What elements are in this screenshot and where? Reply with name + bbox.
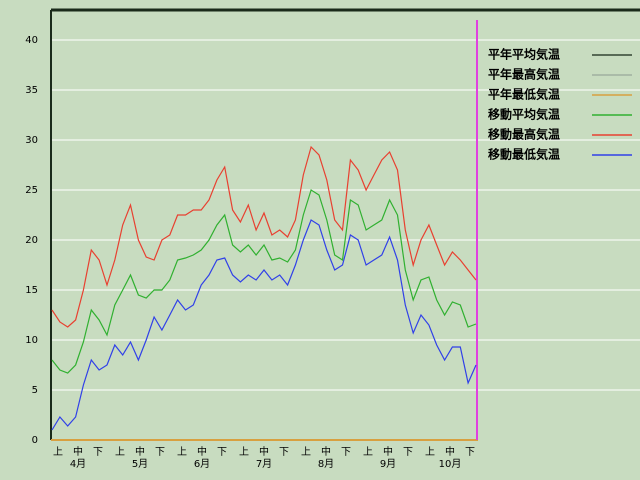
x-tick-label: 中 — [383, 445, 393, 458]
series-line — [51, 219, 477, 431]
month-label: 5月 — [132, 458, 148, 470]
x-tick-label: 上 — [239, 446, 249, 458]
month-label: 7月 — [256, 458, 272, 470]
x-tick-label: 上 — [115, 446, 125, 458]
y-tick-label: 40 — [25, 35, 38, 46]
legend-label: 平年最高気温 — [488, 67, 560, 82]
x-tick-label: 上 — [177, 446, 187, 458]
x-tick-label: 下 — [465, 447, 475, 458]
x-tick-label: 中 — [197, 445, 207, 458]
month-label: 4月 — [70, 458, 86, 470]
y-tick-label: 35 — [25, 85, 38, 96]
month-label: 10月 — [439, 458, 462, 470]
legend-label: 移動最高気温 — [488, 127, 560, 142]
x-tick-label: 下 — [217, 447, 227, 458]
x-tick-label: 上 — [363, 446, 373, 458]
x-tick-label: 中 — [135, 445, 145, 458]
y-tick-label: 10 — [25, 335, 38, 346]
series-line — [51, 145, 477, 328]
y-tick-label: 20 — [25, 235, 38, 246]
month-label: 9月 — [380, 458, 396, 470]
x-tick-label: 下 — [93, 447, 103, 458]
x-tick-label: 下 — [403, 447, 413, 458]
x-tick-label: 中 — [259, 445, 269, 458]
y-tick-label: 15 — [25, 285, 38, 296]
x-tick-label: 上 — [301, 446, 311, 458]
y-tick-label: 5 — [32, 385, 38, 396]
month-label: 6月 — [194, 458, 210, 470]
legend-label: 移動平均気温 — [488, 107, 560, 122]
x-tick-label: 下 — [341, 447, 351, 458]
legend-label: 移動最低気温 — [488, 147, 560, 162]
x-tick-label: 下 — [279, 447, 289, 458]
y-tick-label: 0 — [32, 435, 38, 446]
legend-label: 平年平均気温 — [488, 47, 560, 62]
month-label: 8月 — [318, 458, 334, 470]
x-tick-label: 中 — [73, 445, 83, 458]
x-tick-label: 上 — [425, 446, 435, 458]
legend-label: 平年最低気温 — [488, 87, 560, 102]
x-tick-label: 中 — [445, 445, 455, 458]
y-tick-label: 25 — [25, 185, 38, 196]
series-line — [51, 189, 477, 374]
x-tick-label: 上 — [53, 446, 63, 458]
x-tick-label: 中 — [321, 445, 331, 458]
x-tick-label: 下 — [155, 447, 165, 458]
y-tick-label: 30 — [25, 135, 38, 146]
